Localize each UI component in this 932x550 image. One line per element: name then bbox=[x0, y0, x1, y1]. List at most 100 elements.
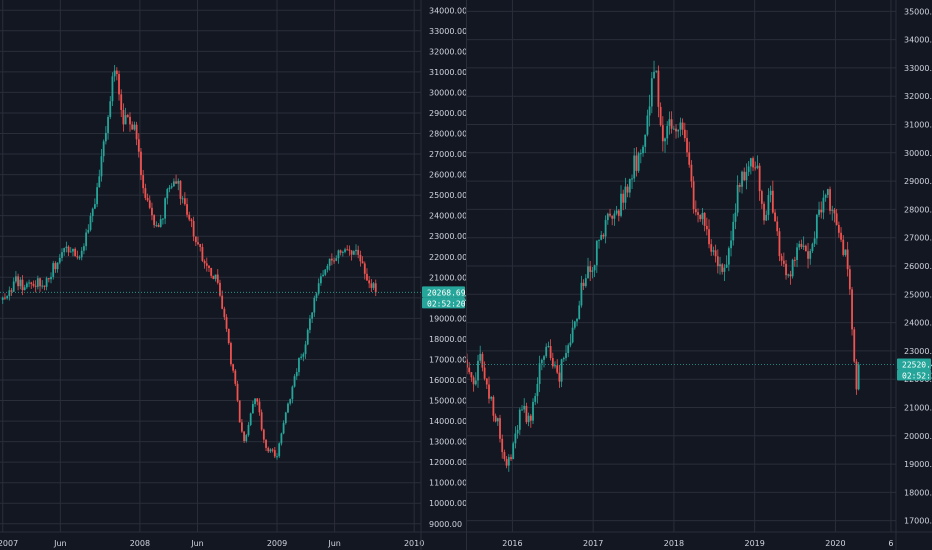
candle-body bbox=[284, 412, 287, 424]
candle-body bbox=[589, 266, 592, 272]
y-tick-label: 24000.00 bbox=[429, 212, 466, 221]
candle-body bbox=[278, 443, 281, 457]
candle-body bbox=[712, 250, 715, 252]
candle-body bbox=[582, 282, 585, 287]
candle-body bbox=[137, 139, 140, 152]
candle-body bbox=[258, 401, 261, 413]
candle-body bbox=[287, 403, 289, 413]
candle-body bbox=[368, 280, 371, 284]
candle-body bbox=[540, 359, 543, 364]
candle-body bbox=[205, 263, 208, 266]
y-tick-label: 21000.00 bbox=[429, 273, 466, 282]
candle-body bbox=[754, 167, 757, 169]
candle-body bbox=[543, 356, 545, 360]
candle-body bbox=[467, 359, 468, 368]
candle-body bbox=[723, 267, 726, 272]
candle-body bbox=[311, 312, 314, 319]
right-chart-pane[interactable]: 17000.00 18000.00 19000.00 20000.00 21000.00… bbox=[466, 0, 932, 550]
candle-body bbox=[587, 266, 589, 279]
candle-body bbox=[688, 152, 691, 165]
y-tick-label: 28000.00 bbox=[904, 205, 932, 214]
candle-body bbox=[681, 122, 684, 130]
candle-body bbox=[28, 282, 30, 284]
candle-body bbox=[282, 423, 285, 434]
right-candlestick-chart[interactable]: 17000.00 18000.00 19000.00 20000.00 21000.00… bbox=[467, 0, 932, 550]
y-tick-label: 10000.00 bbox=[429, 499, 466, 508]
candle-body bbox=[317, 283, 320, 294]
candle-body bbox=[842, 239, 845, 255]
y-tick-label: 35000.00 bbox=[904, 7, 932, 16]
candle-body bbox=[694, 209, 697, 213]
candle-body bbox=[615, 210, 618, 214]
y-tick-label: 34000.00 bbox=[429, 6, 466, 15]
candle-body bbox=[34, 285, 37, 287]
candle-body bbox=[741, 171, 743, 187]
candle-body bbox=[25, 283, 28, 288]
candle-body bbox=[527, 415, 530, 423]
candle-body bbox=[802, 245, 805, 247]
candle-body bbox=[752, 158, 754, 168]
y-tick-label: 20000.00 bbox=[904, 432, 932, 441]
y-tick-label: 27000.00 bbox=[904, 234, 932, 243]
y-tick-label: 32000.00 bbox=[904, 92, 932, 101]
y-tick-label: 23000.00 bbox=[904, 347, 932, 356]
candle-body bbox=[36, 278, 39, 287]
left-candlestick-chart[interactable]: 9000.00 10000.00 11000.00 12000.00 13000.00 1… bbox=[0, 0, 466, 550]
candle-body bbox=[359, 254, 362, 262]
left-chart-pane[interactable]: 9000.00 10000.00 11000.00 12000.00 13000.00 1… bbox=[0, 0, 466, 550]
candle-body bbox=[72, 248, 74, 252]
candle-body bbox=[633, 155, 636, 179]
candle-body bbox=[129, 116, 131, 125]
candle-body bbox=[703, 212, 706, 226]
candle-body bbox=[545, 346, 548, 357]
candle-body bbox=[273, 450, 276, 457]
y-tick-label: 19000.00 bbox=[904, 460, 932, 469]
candle-body bbox=[300, 356, 303, 358]
y-tick-label: 17000.00 bbox=[429, 355, 466, 364]
candle-body bbox=[835, 213, 838, 225]
candle-body bbox=[503, 452, 506, 460]
candle-body bbox=[690, 164, 693, 182]
candle-body bbox=[89, 216, 92, 230]
candle-body bbox=[648, 106, 651, 116]
candle-body bbox=[831, 209, 834, 211]
last-price-badge bbox=[422, 286, 465, 298]
candle-body bbox=[701, 212, 704, 220]
countdown-label: 02:52:20 bbox=[902, 371, 932, 380]
candle-body bbox=[271, 449, 274, 451]
candle-body bbox=[637, 153, 640, 171]
candle-body bbox=[30, 282, 33, 284]
candle-body bbox=[201, 247, 204, 261]
candle-body bbox=[626, 186, 629, 193]
candle-body bbox=[52, 263, 55, 277]
candle-body bbox=[778, 231, 781, 257]
candle-body bbox=[357, 249, 360, 255]
candle-body bbox=[175, 181, 177, 184]
candle-body bbox=[567, 345, 570, 354]
candle-body bbox=[85, 232, 88, 247]
candle-body bbox=[617, 210, 620, 216]
x-tick-label: Jun bbox=[327, 539, 341, 548]
candle-body bbox=[604, 220, 607, 237]
candle-body bbox=[164, 198, 167, 219]
candle-body bbox=[780, 256, 783, 261]
candle-body bbox=[675, 128, 677, 132]
candle-body bbox=[328, 258, 331, 266]
candle-body bbox=[534, 396, 537, 402]
candle-body bbox=[650, 78, 653, 107]
candle-body bbox=[793, 259, 796, 261]
candle-body bbox=[809, 250, 812, 259]
candle-body bbox=[276, 456, 278, 458]
candle-body bbox=[848, 269, 851, 290]
candle-body bbox=[67, 246, 70, 253]
candle-body bbox=[736, 185, 739, 213]
candle-body bbox=[496, 418, 499, 422]
y-tick-label: 25000.00 bbox=[904, 290, 932, 299]
candle-body bbox=[760, 191, 763, 204]
candle-body bbox=[269, 449, 272, 452]
candle-body bbox=[505, 459, 508, 466]
candle-body bbox=[646, 115, 649, 135]
y-tick-label: 28000.00 bbox=[429, 130, 466, 139]
candle-body bbox=[560, 359, 563, 382]
candle-body bbox=[93, 204, 96, 209]
